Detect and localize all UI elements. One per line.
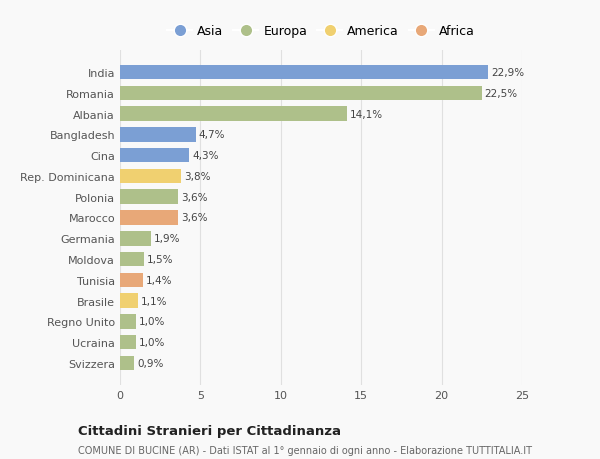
Bar (120, 273, 143, 287)
Bar (120, 294, 137, 308)
Bar (120, 211, 178, 225)
Text: 3,8%: 3,8% (184, 172, 211, 182)
Bar (120, 252, 144, 267)
Bar (120, 231, 151, 246)
Text: Cittadini Stranieri per Cittadinanza: Cittadini Stranieri per Cittadinanza (78, 424, 341, 437)
Text: 1,0%: 1,0% (139, 317, 166, 327)
Text: 4,3%: 4,3% (192, 151, 218, 161)
Bar (120, 169, 181, 184)
Text: 1,4%: 1,4% (145, 275, 172, 285)
Text: 0,9%: 0,9% (137, 358, 164, 368)
Text: 1,0%: 1,0% (139, 337, 166, 347)
Text: COMUNE DI BUCINE (AR) - Dati ISTAT al 1° gennaio di ogni anno - Elaborazione TUT: COMUNE DI BUCINE (AR) - Dati ISTAT al 1°… (78, 446, 532, 455)
Bar (120, 66, 488, 80)
Bar (120, 335, 136, 350)
Bar (120, 356, 134, 370)
Text: 1,5%: 1,5% (147, 254, 173, 264)
Bar (120, 190, 178, 205)
Text: 1,9%: 1,9% (154, 234, 180, 244)
Legend: Asia, Europa, America, Africa: Asia, Europa, America, Africa (162, 20, 480, 43)
Text: 14,1%: 14,1% (350, 109, 383, 119)
Text: 22,5%: 22,5% (485, 89, 518, 99)
Bar (120, 107, 347, 122)
Text: 3,6%: 3,6% (181, 213, 207, 223)
Text: 1,1%: 1,1% (140, 296, 167, 306)
Bar (120, 149, 189, 163)
Bar (120, 86, 482, 101)
Bar (120, 314, 136, 329)
Text: 4,7%: 4,7% (199, 130, 225, 140)
Text: 22,9%: 22,9% (491, 68, 524, 78)
Bar (120, 128, 196, 142)
Text: 3,6%: 3,6% (181, 192, 207, 202)
